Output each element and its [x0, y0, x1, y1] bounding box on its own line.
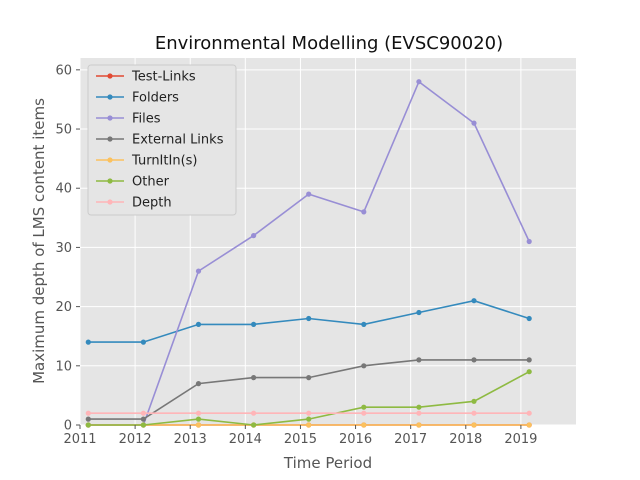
legend-marker-external-links	[107, 136, 113, 142]
legend-marker-folders	[107, 94, 113, 100]
data-point-other	[471, 398, 477, 404]
legend-label-test-links: Test-Links	[131, 70, 196, 85]
x-tick-label: 2016	[339, 432, 372, 447]
legend-marker-files	[107, 115, 113, 121]
data-point-files	[306, 191, 312, 197]
data-point-folders	[471, 298, 477, 304]
data-point-other	[416, 404, 422, 410]
data-point-external-links	[361, 363, 367, 369]
data-point-external-links	[416, 357, 422, 363]
y-tick-label: 40	[55, 182, 72, 197]
data-point-turnitin-s	[416, 422, 422, 428]
data-point-depth	[251, 410, 257, 416]
data-point-folders	[85, 339, 91, 345]
y-tick-label: 30	[55, 241, 72, 256]
data-point-other	[140, 422, 146, 428]
x-tick-label: 2017	[394, 432, 427, 447]
data-point-files	[416, 79, 422, 85]
legend-label-folders: Folders	[132, 91, 179, 106]
data-point-turnitin-s	[361, 422, 367, 428]
y-tick-label: 20	[55, 300, 72, 315]
x-tick-label: 2015	[284, 432, 317, 447]
x-tick-label: 2019	[504, 432, 537, 447]
data-point-depth	[526, 410, 532, 416]
data-point-files	[195, 268, 202, 274]
legend-marker-test-links	[107, 73, 113, 79]
legend-label-external-links: External Links	[132, 133, 224, 148]
data-point-depth	[195, 410, 202, 416]
legend-marker-other	[107, 178, 113, 184]
data-point-other	[306, 416, 312, 422]
data-point-depth	[85, 410, 91, 416]
y-tick-label: 60	[55, 63, 72, 78]
y-tick-label: 0	[64, 419, 72, 434]
data-point-turnitin-s	[526, 422, 532, 428]
data-point-external-links	[526, 357, 532, 363]
data-point-external-links	[471, 357, 477, 363]
data-point-external-links	[85, 416, 91, 422]
chart-title: Environmental Modelling (EVSC90020)	[155, 33, 503, 54]
legend-marker-turnitin-s	[107, 157, 113, 163]
data-point-external-links	[140, 416, 146, 422]
data-point-depth	[140, 410, 146, 416]
data-point-folders	[526, 315, 532, 322]
data-point-other	[85, 422, 91, 428]
data-point-depth	[416, 410, 422, 416]
data-point-depth	[471, 410, 477, 416]
data-point-turnitin-s	[471, 422, 477, 428]
y-tick-label: 10	[55, 359, 72, 374]
x-axis-ticks: 2011 2012 2013 2014 2015 2016 2017 2018 2019	[63, 425, 537, 447]
data-point-depth	[306, 410, 312, 416]
data-point-folders	[251, 321, 257, 327]
data-point-folders	[306, 315, 312, 322]
data-point-other	[526, 369, 532, 375]
data-point-folders	[140, 339, 146, 345]
data-point-turnitin-s	[195, 422, 202, 428]
data-point-external-links	[251, 375, 257, 381]
x-tick-label: 2013	[174, 432, 207, 447]
data-point-files	[361, 209, 367, 215]
y-axis-ticks: 0 10 20 30 40 50 60	[55, 63, 80, 434]
legend-label-turnitin-s: TurnItIn(s)	[131, 154, 197, 169]
data-point-other	[361, 404, 367, 410]
legend-label-files: Files	[132, 112, 161, 127]
data-point-external-links	[195, 381, 202, 387]
data-point-other	[195, 416, 202, 422]
x-axis-label: Time Period	[283, 454, 372, 472]
data-point-folders	[416, 309, 422, 316]
series-group	[85, 79, 532, 428]
data-point-folders	[361, 321, 367, 327]
legend-label-depth: Depth	[132, 196, 172, 211]
x-tick-label: 2018	[449, 432, 482, 447]
data-point-external-links	[306, 375, 312, 381]
legend-label-other: Other	[132, 175, 170, 190]
data-point-files	[251, 233, 257, 239]
data-point-files	[471, 120, 477, 126]
data-point-folders	[195, 321, 202, 327]
legend-box	[87, 64, 237, 216]
x-tick-label: 2011	[63, 432, 96, 447]
data-point-files	[526, 238, 532, 245]
x-tick-label: 2012	[119, 432, 152, 447]
data-point-other	[251, 422, 257, 428]
x-tick-label: 2014	[229, 432, 262, 447]
data-point-depth	[361, 410, 367, 416]
y-axis-label: Maximum depth of LMS content items	[30, 98, 48, 384]
y-tick-label: 50	[55, 123, 72, 138]
legend: Test-Links Folders Files External Links Turn…	[87, 64, 237, 216]
legend-marker-depth	[107, 199, 113, 205]
data-point-turnitin-s	[306, 422, 312, 428]
